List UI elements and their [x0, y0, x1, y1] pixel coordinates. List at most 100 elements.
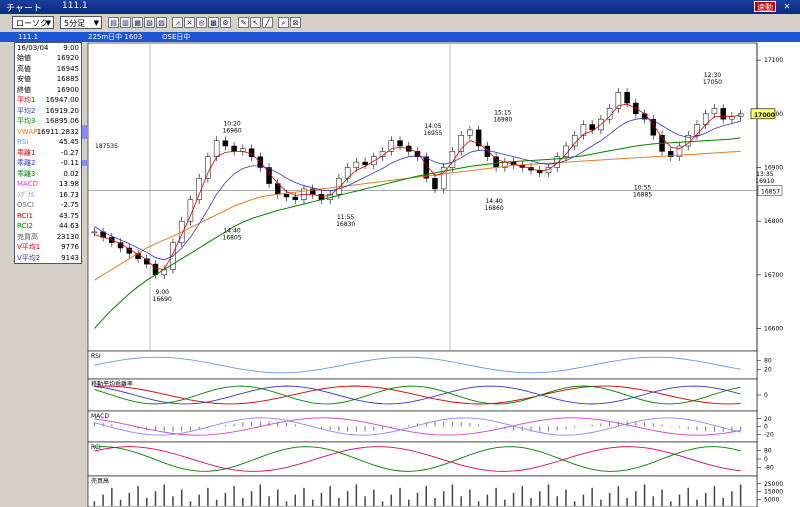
- zoom-icon[interactable]: ◎: [196, 17, 207, 28]
- panel-row-label: 始値: [17, 54, 31, 62]
- sub-tick-label: -80: [764, 465, 774, 472]
- cross-icon[interactable]: ✕: [184, 17, 195, 28]
- price-tick-label: 16900: [764, 164, 783, 171]
- panel-row-value: 16885: [56, 75, 79, 83]
- panel-row-label: RCI1: [17, 211, 33, 220]
- sub-panel-line: [94, 417, 741, 436]
- panel-row: RSI 45.45: [17, 138, 79, 147]
- info-market2: OSE日中: [162, 33, 191, 41]
- panel-row-label: 平均3: [17, 117, 36, 125]
- volume-profile-bar: [82, 125, 88, 139]
- panel-row-value: 16900: [56, 85, 79, 94]
- sub-panel-frame: [87, 441, 758, 477]
- panel-row: 高値 16945: [17, 65, 79, 74]
- panel-row: OSCI -2.75: [17, 201, 79, 210]
- candle-body: [711, 108, 718, 115]
- fib-icon[interactable]: ▨: [156, 17, 167, 28]
- panel-row-label: RSI: [17, 138, 29, 146]
- candle-body: [205, 156, 211, 179]
- sokudo-button[interactable]: 速動: [754, 1, 776, 12]
- interval-select[interactable]: 5分足 ▼: [60, 16, 102, 29]
- panel-row-value: -0.11: [60, 159, 79, 167]
- current-price-text: 17000: [754, 112, 775, 119]
- price-tick-label: 16600: [764, 326, 783, 333]
- line-chart-icon[interactable]: ▦: [132, 17, 143, 28]
- panel-row-value: 16911.2832: [36, 127, 79, 136]
- search-icon[interactable]: ⌕: [278, 17, 289, 28]
- panel-row-label: 平均1: [17, 96, 36, 104]
- sub-panel-frame: [87, 410, 758, 443]
- panel-row-label: 乖離2: [17, 159, 36, 167]
- main-chart-frame: [87, 42, 758, 352]
- indicator-icon[interactable]: ▩: [208, 17, 219, 28]
- sub-panel-label: RCI: [91, 444, 101, 451]
- settings-icon[interactable]: ⚙: [220, 17, 231, 28]
- trend-icon[interactable]: ⩘: [172, 17, 183, 28]
- draw-line-icon[interactable]: ╱: [262, 17, 273, 28]
- panel-row-value: 13.98: [58, 180, 79, 188]
- candle-body: [458, 135, 464, 152]
- panel-row-value: 16.73: [58, 190, 79, 199]
- sub-panel-line: [94, 385, 741, 405]
- candle-body: [484, 145, 491, 157]
- pencil-icon[interactable]: ✎: [238, 17, 249, 28]
- panel-row-value: 23130: [56, 232, 79, 241]
- annotation-value: 16885: [633, 192, 652, 199]
- chart-type-select[interactable]: ローソク ▼: [12, 16, 54, 29]
- annotation-value: 16860: [485, 205, 504, 212]
- annotation-time: 15:15: [494, 110, 511, 117]
- panel-row-value: 44.63: [58, 222, 79, 230]
- panel-row-value: 9143: [61, 253, 79, 262]
- panel-row: 安値 16885: [17, 75, 79, 84]
- annotation-time: 10:55: [634, 185, 651, 192]
- panel-row: RCI1 43.75: [17, 212, 79, 221]
- panel-row-label: MACD: [17, 180, 38, 188]
- grid-chart-icon[interactable]: ▧: [144, 17, 155, 28]
- candle-body: [615, 92, 622, 109]
- panel-time: 9:00: [63, 44, 79, 52]
- candle-chart-icon[interactable]: ▥: [120, 17, 131, 28]
- info-bar: 111.1 225m日中 1603 OSE日中: [0, 32, 800, 42]
- sub-panel-label: RSI: [91, 353, 101, 360]
- window-symbol: 111.1: [62, 1, 88, 11]
- annotation-value: 16910: [755, 178, 774, 185]
- close-icon[interactable]: ✕: [783, 2, 791, 11]
- price-tick-label: 17100: [764, 57, 783, 64]
- candle-body: [397, 140, 403, 147]
- sub-tick-label: 80: [764, 448, 772, 455]
- candle-body: [571, 135, 578, 147]
- panel-row-value: -2.75: [60, 201, 79, 209]
- annotation-value: 16980: [493, 117, 512, 124]
- chevron-down-icon: ▼: [93, 19, 99, 27]
- panel-row: V平均1 9776: [17, 243, 79, 252]
- candle-body: [589, 124, 595, 131]
- panel-row-value: -0.27: [60, 148, 79, 157]
- bar-chart-icon[interactable]: ▤: [108, 17, 119, 28]
- candle-body: [432, 177, 438, 190]
- cursor-icon[interactable]: ↖: [250, 17, 261, 28]
- annotation-value: 16690: [153, 296, 172, 303]
- chart-type-value: ローソク: [16, 19, 48, 28]
- delete-lines-icon[interactable]: ⊠: [290, 17, 301, 28]
- panel-row: 平均3 16895.06: [17, 117, 79, 126]
- panel-row-label: ｼｸﾞﾅﾙ: [17, 190, 35, 199]
- panel-row-label: 高値: [17, 64, 31, 73]
- volume-profile-bar: [82, 160, 88, 166]
- candle-body: [580, 124, 587, 136]
- panel-row-value: 16895.06: [45, 117, 79, 125]
- candle-body: [283, 194, 290, 198]
- annotation-value: 16960: [223, 127, 242, 134]
- panel-row: MACD 13.98: [17, 180, 79, 189]
- panel-row: V平均2 9143: [17, 254, 79, 263]
- panel-row-label: OSCI: [17, 201, 34, 209]
- sub-tick-label: 20: [764, 367, 772, 374]
- candle-body: [248, 148, 255, 157]
- candle-body: [449, 151, 456, 168]
- candle-body: [362, 161, 368, 166]
- candle-body: [440, 167, 447, 190]
- annotation-value: 17050: [703, 79, 722, 86]
- candle-body: [231, 145, 237, 152]
- sub-tick-label: 25000: [764, 481, 783, 488]
- annotation-value: 16805: [223, 234, 242, 241]
